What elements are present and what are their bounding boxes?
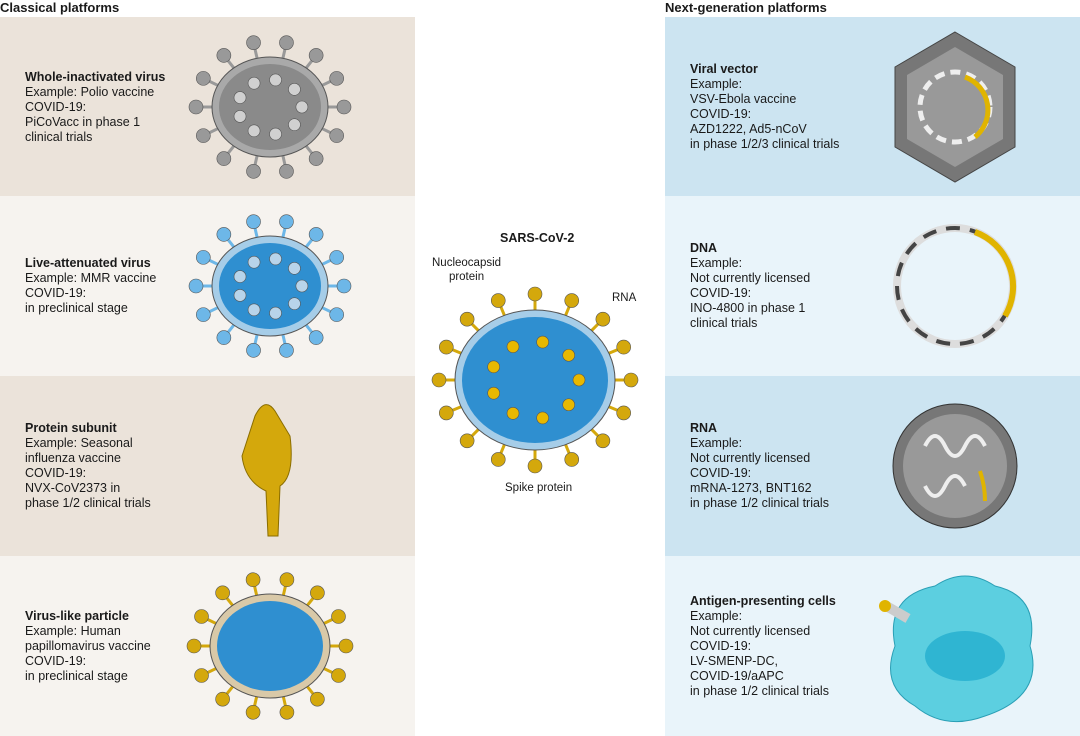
panel-line: COVID-19: bbox=[25, 466, 87, 480]
panel-line: influenza vaccine bbox=[25, 451, 121, 465]
panel-text: Protein subunit Example: Seasonal influenz… bbox=[25, 421, 151, 511]
next-header: Next-generation platforms bbox=[665, 0, 827, 15]
panel-text: Virus-like particle Example: Human papillo… bbox=[25, 609, 151, 684]
next-panel-dna: DNA Example: Not currently licensed COVID-1… bbox=[665, 196, 1080, 376]
classical-illustration-0 bbox=[188, 35, 352, 179]
next-illustration-2 bbox=[892, 403, 1018, 529]
panel-line: in phase 1/2 clinical trials bbox=[690, 683, 829, 698]
panel-line: COVID-19: bbox=[25, 99, 87, 114]
next-panel-antigen-presenting-cells: Antigen-presenting cells Example: Not curr… bbox=[665, 556, 1080, 736]
panel-line: Example: Human bbox=[25, 623, 121, 638]
next-illustration-0 bbox=[894, 31, 1016, 183]
panel-line: PiCoVacc in phase 1 bbox=[25, 114, 141, 129]
panel-line: Example: Polio vaccine bbox=[25, 84, 155, 99]
nucleocapsid-label: Nucleocapsid protein bbox=[432, 257, 502, 283]
panel-title: Protein subunit bbox=[25, 421, 117, 435]
rna-label: RNA bbox=[612, 292, 637, 304]
panel-line: Example: bbox=[690, 77, 743, 91]
next-panel-viral-vector: Viral vector Example: VSV-Ebola vaccine COV… bbox=[665, 17, 1080, 196]
center-title: SARS-CoV-2 bbox=[500, 231, 575, 245]
panel-line: Example: MMR vaccine bbox=[25, 271, 157, 285]
panel-line: in preclinical stage bbox=[25, 668, 128, 683]
classical-panel-whole-inactivated-virus: Whole-inactivated virus Example: Polio va… bbox=[0, 17, 415, 196]
panel-title: Live-attenuated virus bbox=[25, 256, 151, 270]
panel-line: in phase 1/2/3 clinical trials bbox=[690, 137, 840, 151]
panel-text: DNA Example: Not currently licensed COVID-1… bbox=[690, 241, 810, 331]
next-panel-rna: RNA Example: Not currently licensed COVID-1… bbox=[665, 376, 1080, 556]
panel-line: AZD1222, Ad5-nCoV bbox=[690, 122, 807, 136]
next-illustration-3 bbox=[879, 575, 1034, 723]
panel-line: phase 1/2 clinical trials bbox=[25, 496, 151, 510]
panel-line: LV-SMENP-DC, bbox=[690, 653, 778, 668]
panel-line: COVID-19: bbox=[25, 653, 87, 668]
panel-title: Viral vector bbox=[690, 62, 758, 76]
classical-illustration-2 bbox=[241, 404, 292, 537]
panel-line: INO-4800 in phase 1 bbox=[690, 301, 806, 315]
panel-line: Example: bbox=[690, 256, 743, 270]
classical-illustration-3 bbox=[186, 572, 354, 720]
panel-line: in phase 1/2 clinical trials bbox=[690, 496, 829, 510]
panel-title: RNA bbox=[690, 421, 718, 435]
panel-line: COVID-19/aAPC bbox=[690, 668, 784, 683]
classical-header: Classical platforms bbox=[0, 0, 120, 15]
panel-line: Example: bbox=[690, 608, 743, 623]
panel-line: Example: Seasonal bbox=[25, 436, 133, 450]
classical-panel-virus-like-particle: Virus-like particle Example: Human papillo… bbox=[0, 556, 415, 736]
panel-text: Viral vector Example: VSV-Ebola vaccine COV… bbox=[690, 62, 839, 152]
panel-line: Not currently licensed bbox=[690, 623, 811, 638]
panel-line: clinical trials bbox=[690, 316, 758, 330]
next-illustration-1 bbox=[893, 224, 1017, 348]
panel-line: papillomavirus vaccine bbox=[25, 638, 151, 653]
panel-line: mRNA-1273, BNT162 bbox=[690, 481, 812, 495]
panel-line: clinical trials bbox=[25, 129, 93, 144]
panel-title: Antigen-presenting cells bbox=[690, 593, 836, 608]
panel-line: COVID-19: bbox=[690, 638, 752, 653]
classical-panel-live-attenuated-virus: Live-attenuated virus Example: MMR vaccin… bbox=[0, 196, 415, 376]
classical-illustration-1 bbox=[188, 214, 352, 358]
panel-title: DNA bbox=[690, 241, 718, 255]
panel-text: Live-attenuated virus Example: MMR vaccin… bbox=[25, 256, 156, 316]
classical-panel-protein-subunit: Protein subunit Example: Seasonal influenz… bbox=[0, 376, 415, 556]
panel-title: Virus-like particle bbox=[25, 608, 129, 623]
panel-line: COVID-19: bbox=[690, 466, 752, 480]
sars-cov-2-illustration bbox=[431, 286, 639, 474]
panel-line: VSV-Ebola vaccine bbox=[690, 92, 797, 106]
panel-line: Example: bbox=[690, 436, 743, 450]
panel-line: NVX-CoV2373 in bbox=[25, 481, 121, 495]
panel-line: COVID-19: bbox=[25, 286, 87, 300]
panel-line: COVID-19: bbox=[690, 107, 752, 121]
panel-line: Not currently licensed bbox=[690, 451, 811, 465]
panel-text: RNA Example: Not currently licensed COVID-1… bbox=[690, 421, 829, 511]
panel-line: in preclinical stage bbox=[25, 301, 128, 315]
panel-line: COVID-19: bbox=[690, 286, 752, 300]
panel-title: Whole-inactivated virus bbox=[25, 69, 166, 84]
panel-text: Antigen-presenting cells Example: Not curr… bbox=[690, 594, 836, 699]
panel-line: Not currently licensed bbox=[690, 271, 811, 285]
spike-label: Spike protein bbox=[505, 482, 573, 494]
panel-text: Whole-inactivated virus Example: Polio va… bbox=[25, 70, 165, 145]
